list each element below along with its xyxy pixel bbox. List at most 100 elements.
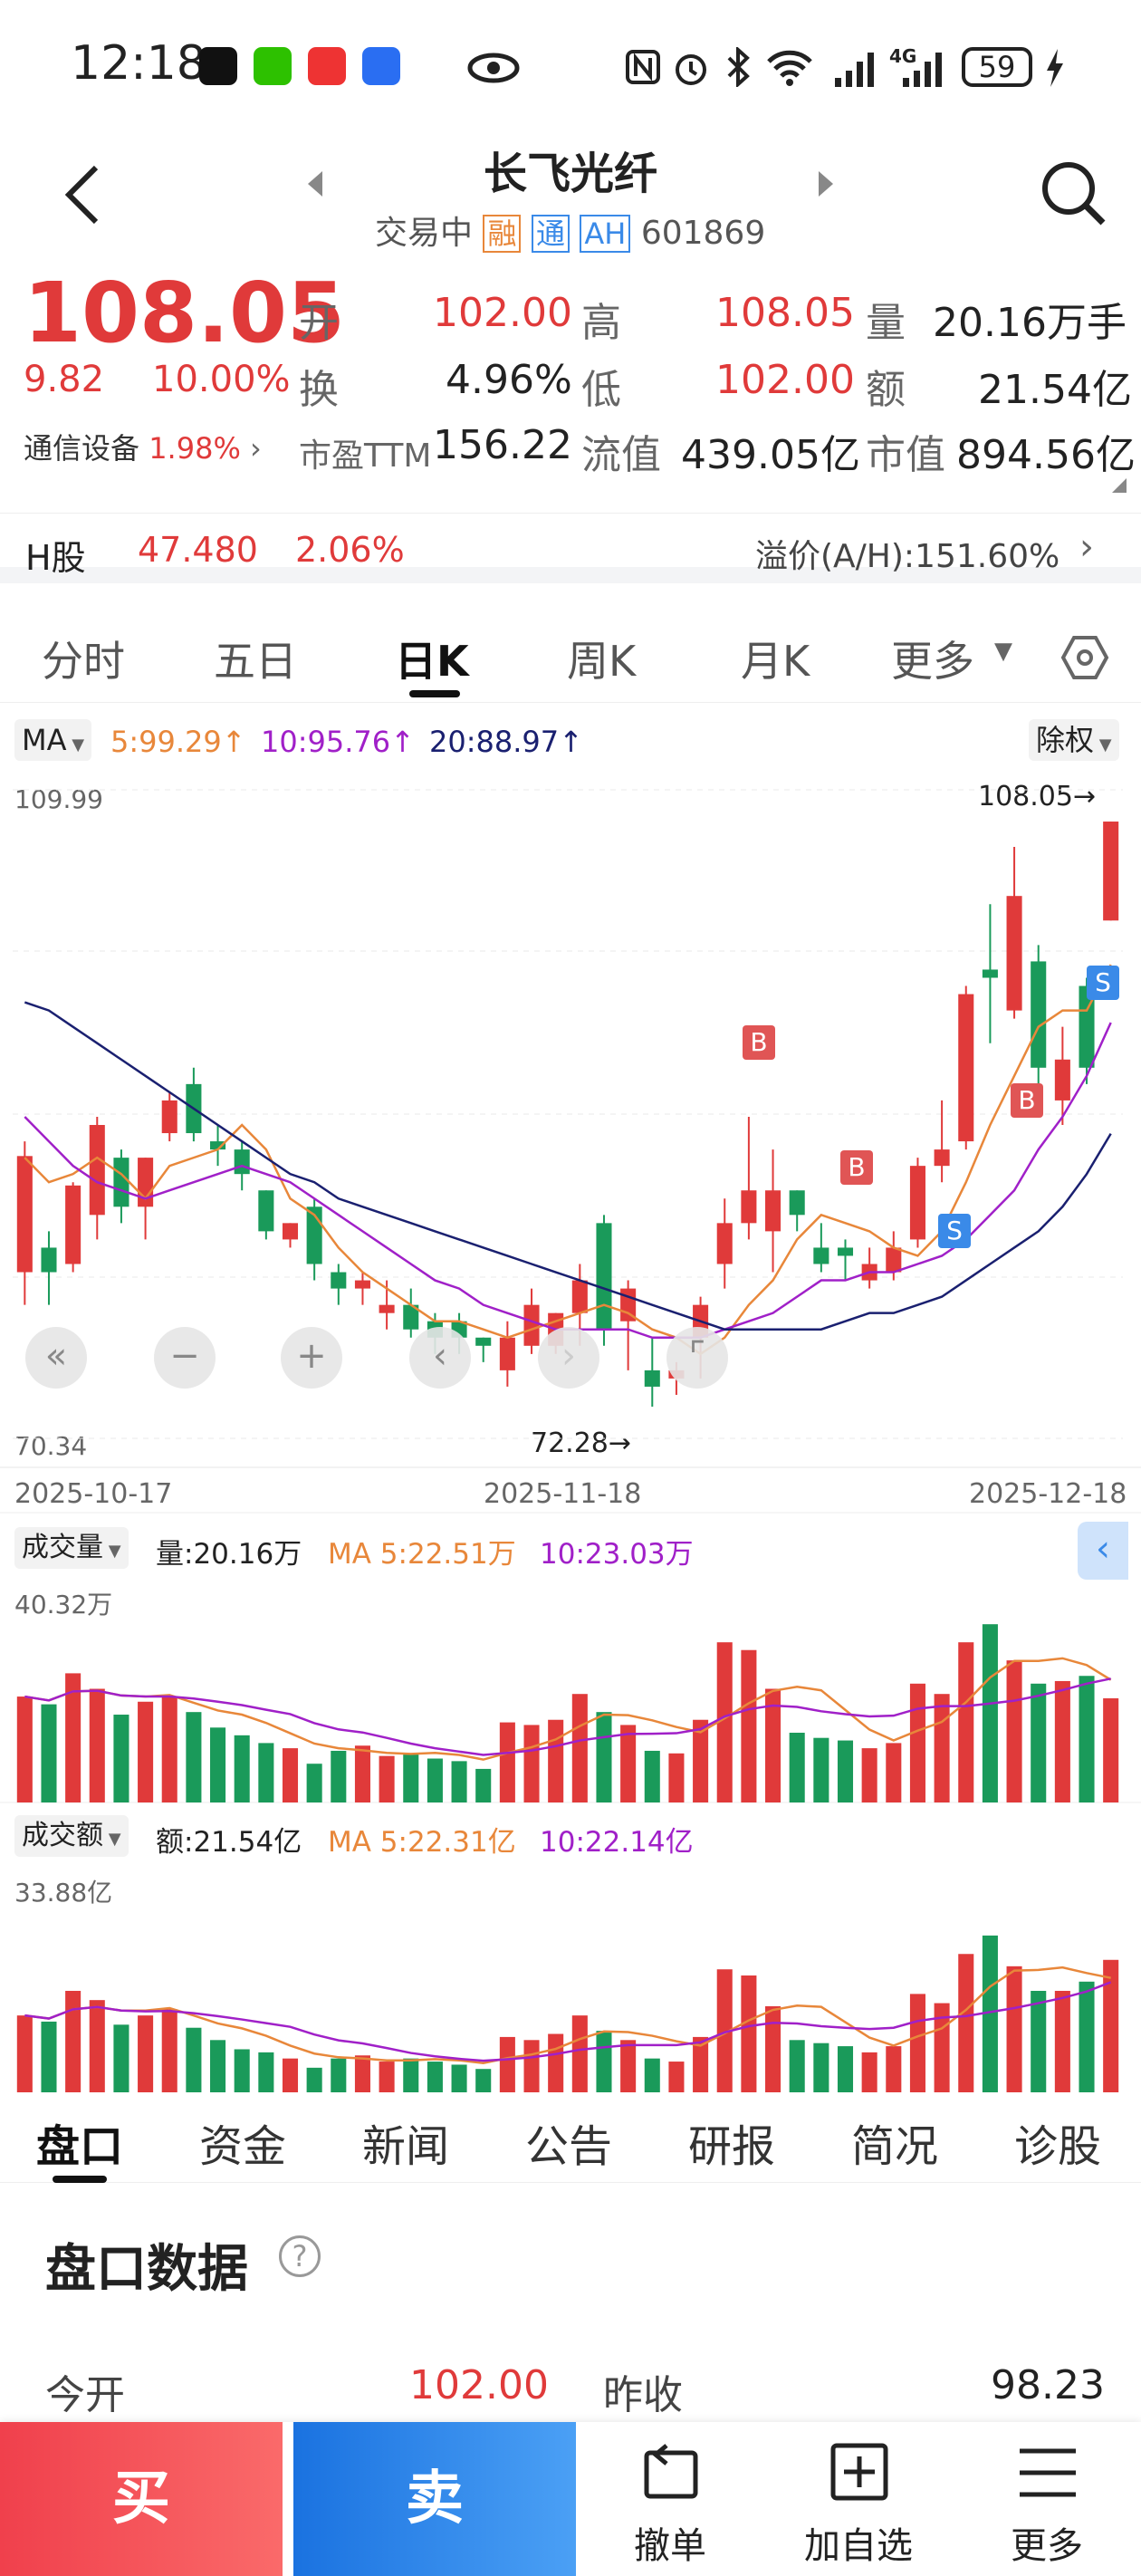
signal-icon: [835, 53, 874, 87]
volume-bar: [113, 1715, 129, 1802]
collapse-panel-icon[interactable]: ‹: [1078, 1522, 1128, 1580]
candle-body: [499, 1337, 515, 1370]
amount-bar: [354, 2055, 370, 2092]
candle-body: [234, 1149, 250, 1175]
volume-bar: [306, 1764, 322, 1802]
ma-selector[interactable]: MA ▼: [14, 719, 92, 761]
amount-bar: [1103, 1959, 1119, 2092]
h-share-bar[interactable]: H股 47.480 2.06% 溢价(A/H):151.60% ›: [0, 513, 1141, 583]
kline-chart-area: MA ▼ 5:99.29↑ 10:95.76↑ 20:88.97↑ 除权 ▼ 1…: [0, 706, 1141, 2092]
sell-button[interactable]: 卖: [293, 2422, 576, 2576]
status-bar: 12:18 4G 59: [0, 0, 1141, 136]
amount-bar: [886, 2046, 902, 2092]
charging-icon: [1047, 49, 1063, 87]
sell-signal-marker[interactable]: S: [1087, 966, 1119, 1000]
expand-corner-icon[interactable]: [1110, 476, 1128, 495]
back-icon[interactable]: [60, 163, 105, 226]
tab-diagnosis[interactable]: 诊股: [1014, 2121, 1102, 2172]
tag-ah[interactable]: AH: [580, 215, 631, 253]
amount-ma5: MA 5:22.31亿: [328, 1826, 516, 1859]
tab-pankou[interactable]: 盘口: [36, 2121, 124, 2172]
more-menu-button[interactable]: 更多: [956, 2422, 1137, 2576]
scroll-left-icon[interactable]: ‹: [409, 1327, 471, 1389]
buy-signal-marker[interactable]: B: [743, 1025, 775, 1060]
volume-bar: [934, 1694, 950, 1802]
add-watchlist-button[interactable]: 加自选: [768, 2422, 949, 2576]
amount-bar: [861, 2052, 877, 2092]
tab-funds[interactable]: 资金: [199, 2121, 287, 2172]
ma5-value: 5:99.29↑: [110, 725, 246, 759]
kline-chart[interactable]: [0, 706, 1141, 2092]
amount-current: 额:21.54亿: [156, 1826, 302, 1859]
amount-bar: [258, 2052, 274, 2092]
next-stock-icon[interactable]: [815, 168, 837, 200]
volume-bar: [789, 1732, 805, 1802]
tab-intraday[interactable]: 分时: [42, 637, 125, 686]
buy-button[interactable]: 买: [0, 2422, 283, 2576]
plus-box-icon: [830, 2443, 888, 2501]
volume-bar: [1103, 1698, 1119, 1802]
trade-footer: 买 卖 撤单 加自选 更多: [0, 2422, 1141, 2576]
prev-close-label: 昨收: [603, 2372, 683, 2418]
amount-bar: [765, 2005, 781, 2092]
quote-panel: 108.05 9.82 10.00% 通信设备 1.98% › 开 102.00…: [0, 263, 1141, 507]
search-icon[interactable]: [1040, 159, 1108, 228]
candle-body: [789, 1190, 805, 1216]
fullscreen-icon[interactable]: ⌜: [666, 1327, 728, 1389]
tab-announcements[interactable]: 公告: [525, 2121, 613, 2172]
candle-body: [620, 1288, 637, 1322]
tab-more[interactable]: 更多: [891, 637, 974, 686]
adjust-selector[interactable]: 除权 ▼: [1029, 719, 1119, 761]
candle-body: [331, 1272, 347, 1289]
volume-ma5: MA 5:22.51万: [328, 1538, 516, 1571]
tab-news[interactable]: 新闻: [362, 2121, 450, 2172]
volume-selector-label: 成交量: [22, 1532, 103, 1563]
tab-monthly-k[interactable]: 月K: [741, 637, 810, 686]
zoom-out-icon[interactable]: −: [154, 1327, 216, 1389]
amount-bar: [306, 2067, 322, 2092]
buy-signal-marker[interactable]: B: [1011, 1083, 1043, 1118]
voice-app-icon: [362, 47, 400, 85]
volume-bar: [403, 1753, 419, 1802]
tab-daily-k[interactable]: 日K: [395, 637, 469, 686]
tab-weekly-k[interactable]: 周K: [567, 637, 637, 686]
sector-link[interactable]: 通信设备 1.98% ›: [24, 426, 262, 467]
cancel-order-button[interactable]: 撤单: [580, 2422, 761, 2576]
zoom-in-icon[interactable]: +: [281, 1327, 342, 1389]
tab-research[interactable]: 研报: [688, 2121, 776, 2172]
amount-bar: [403, 2058, 419, 2092]
volume-bar: [861, 1748, 877, 1802]
tab-profile[interactable]: 简况: [851, 2121, 939, 2172]
amount-bar: [186, 2027, 202, 2092]
volume-bar: [741, 1649, 757, 1802]
tiktok-icon: [199, 47, 237, 85]
scroll-right-icon[interactable]: ›: [538, 1327, 599, 1389]
volume-selector[interactable]: 成交量 ▼: [14, 1527, 129, 1569]
chart-settings-icon[interactable]: [1060, 632, 1110, 683]
tab-five-day[interactable]: 五日: [214, 637, 297, 686]
candle-body: [258, 1190, 274, 1232]
amount-bar: [210, 2040, 226, 2092]
chevron-right-icon: ›: [1079, 526, 1094, 568]
amount-bar: [958, 1954, 974, 2092]
amount-selector[interactable]: 成交额 ▼: [14, 1815, 129, 1857]
buy-signal-marker[interactable]: B: [840, 1150, 873, 1185]
low-value: 102.00: [715, 357, 855, 403]
help-icon[interactable]: ?: [279, 2235, 321, 2277]
candle-body: [571, 1280, 588, 1313]
candle-body: [161, 1100, 177, 1134]
amount-bar: [379, 2062, 395, 2092]
amount-bar: [548, 2033, 564, 2092]
volume-bar: [958, 1642, 974, 1802]
volume-ma10: 10:23.03万: [540, 1538, 694, 1571]
amount-bar: [693, 2036, 709, 2092]
sell-signal-marker[interactable]: S: [938, 1214, 971, 1248]
prev-stock-icon[interactable]: [304, 168, 326, 200]
ma-selector-label: MA: [22, 723, 67, 757]
candle-body: [89, 1125, 105, 1216]
candle-body: [282, 1223, 299, 1240]
sector-pct: 1.98%: [149, 431, 241, 466]
amount-ma5-line: [24, 1966, 1111, 2064]
volume-value: 20.16万手: [933, 300, 1127, 346]
scroll-left-fast-icon[interactable]: «: [25, 1327, 87, 1389]
